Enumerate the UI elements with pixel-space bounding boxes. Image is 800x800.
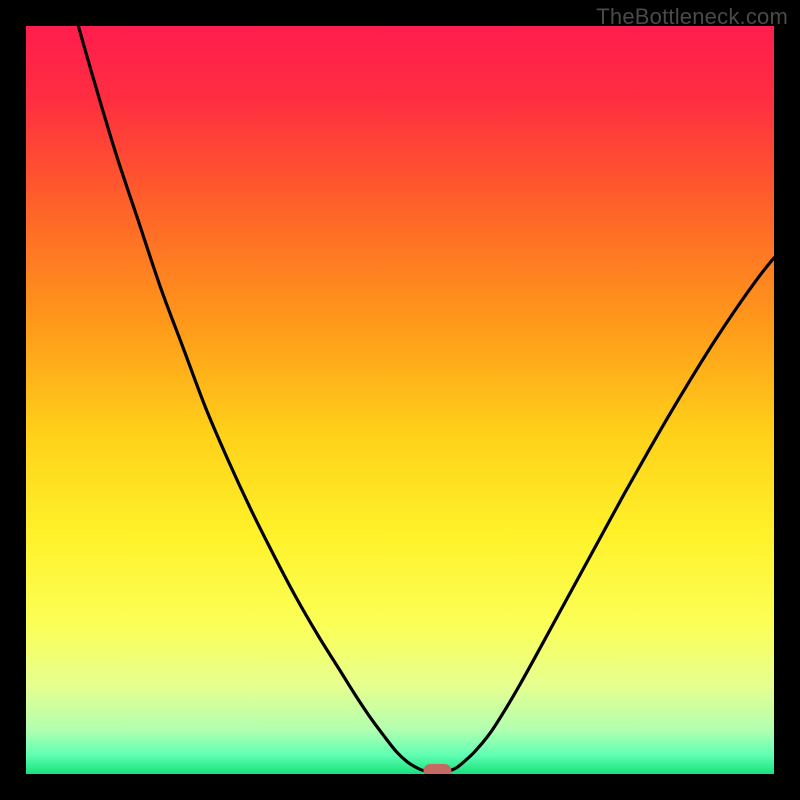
watermark-text: TheBottleneck.com xyxy=(596,4,788,30)
plot-background xyxy=(26,26,774,774)
chart-svg xyxy=(0,0,800,800)
bottleneck-chart xyxy=(0,0,800,800)
